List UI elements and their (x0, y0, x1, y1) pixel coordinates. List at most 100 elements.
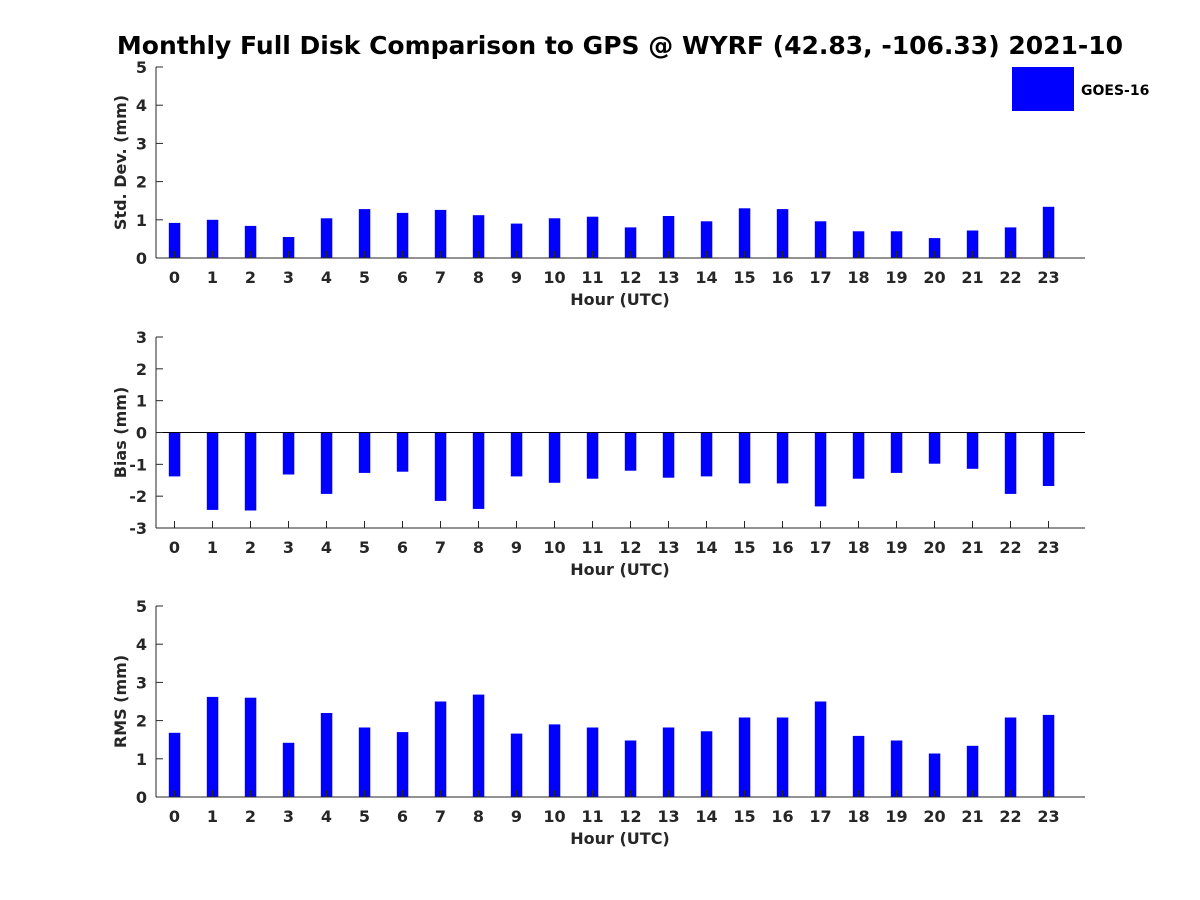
bias-x-tick-label: 19 (885, 538, 907, 557)
bias-x-tick-label: 7 (435, 538, 446, 557)
rms-x-tick-label: 11 (581, 807, 603, 826)
bias-bar-23 (1042, 432, 1055, 486)
std-dev-x-tick-label: 6 (397, 268, 408, 287)
rms-x-tick-label: 21 (961, 807, 983, 826)
std-dev-y-tick-label: 3 (136, 134, 147, 153)
rms-bar-15 (738, 717, 751, 797)
bias-bar-6 (396, 432, 409, 472)
rms-x-tick-label: 16 (771, 807, 793, 826)
std-dev-bar-15 (738, 208, 751, 258)
std-dev-y-tick-label: 2 (136, 173, 147, 192)
std-dev-x-tick-label: 10 (543, 268, 565, 287)
rms-x-tick-label: 22 (999, 807, 1021, 826)
rms-bar-4 (320, 713, 333, 797)
bias-x-tick-label: 2 (245, 538, 256, 557)
rms-bar-3 (282, 742, 295, 797)
rms-y-axis-label: RMS (mm) (111, 655, 130, 748)
rms-bar-0 (168, 732, 181, 797)
bias-y-tick-label: 0 (136, 424, 147, 443)
legend-swatch-goes-16 (1012, 67, 1074, 111)
rms-x-tick-label: 14 (695, 807, 717, 826)
rms-bar-16 (776, 717, 789, 797)
legend: GOES-16 (1012, 67, 1149, 111)
std-dev-x-axis-label: Hour (UTC) (570, 290, 670, 309)
std-dev-bar-19 (890, 231, 903, 258)
rms-y-tick-label: 3 (136, 673, 147, 692)
std-dev-x-tick-label: 23 (1037, 268, 1059, 287)
rms-x-tick-label: 9 (511, 807, 522, 826)
std-dev-x-tick-label: 9 (511, 268, 522, 287)
bias-x-axis-label: Hour (UTC) (570, 560, 670, 579)
bias-x-tick-label: 3 (283, 538, 294, 557)
rms-x-tick-label: 4 (321, 807, 332, 826)
rms-x-tick-label: 15 (733, 807, 755, 826)
std-dev-bar-5 (358, 209, 371, 258)
bias-bar-2 (244, 432, 257, 511)
std-dev-x-tick-label: 2 (245, 268, 256, 287)
rms-bar-14 (700, 731, 713, 797)
std-dev-bar-0 (168, 222, 181, 258)
rms-x-tick-label: 17 (809, 807, 831, 826)
std-dev-y-tick-label: 5 (136, 58, 147, 77)
bias-bar-19 (890, 432, 903, 473)
std-dev-x-tick-label: 18 (847, 268, 869, 287)
bias-x-tick-label: 4 (321, 538, 332, 557)
bias-bar-1 (206, 432, 219, 510)
rms-bar-18 (852, 735, 865, 797)
std-dev-bar-3 (282, 237, 295, 258)
std-dev-bar-23 (1042, 206, 1055, 258)
std-dev-x-tick-label: 4 (321, 268, 332, 287)
bias-x-tick-label: 13 (657, 538, 679, 557)
bias-y-axis-label: Bias (mm) (111, 387, 130, 479)
std-dev-bar-1 (206, 219, 219, 258)
std-dev-y-tick-label: 4 (136, 96, 147, 115)
bias-bar-11 (586, 432, 599, 479)
bias-x-tick-label: 20 (923, 538, 945, 557)
bias-x-tick-label: 15 (733, 538, 755, 557)
bias-x-tick-label: 10 (543, 538, 565, 557)
std-dev-x-tick-label: 20 (923, 268, 945, 287)
rms-x-axis-label: Hour (UTC) (570, 829, 670, 848)
chart-title: Monthly Full Disk Comparison to GPS @ WY… (117, 31, 1123, 60)
rms-bar-6 (396, 732, 409, 797)
std-dev-x-tick-label: 21 (961, 268, 983, 287)
bias-bar-9 (510, 432, 523, 477)
std-dev-y-axis-label: Std. Dev. (mm) (111, 95, 130, 230)
rms-x-tick-label: 6 (397, 807, 408, 826)
bias-x-tick-label: 11 (581, 538, 603, 557)
rms-x-tick-label: 0 (169, 807, 180, 826)
std-dev-x-tick-label: 11 (581, 268, 603, 287)
rms-x-tick-label: 1 (207, 807, 218, 826)
std-dev-x-tick-label: 7 (435, 268, 446, 287)
std-dev-bar-22 (1004, 227, 1017, 258)
bias-x-tick-label: 17 (809, 538, 831, 557)
std-dev-bar-4 (320, 218, 333, 258)
rms-x-tick-label: 20 (923, 807, 945, 826)
rms-bar-17 (814, 701, 827, 797)
rms-y-tick-label: 1 (136, 750, 147, 769)
bias-bar-21 (966, 432, 979, 469)
bias-bar-0 (168, 432, 181, 477)
std-dev-x-tick-label: 1 (207, 268, 218, 287)
std-dev-bar-16 (776, 209, 789, 258)
rms-bar-2 (244, 697, 257, 797)
bias-bar-7 (434, 432, 447, 501)
bias-x-tick-label: 5 (359, 538, 370, 557)
std-dev-bar-6 (396, 212, 409, 258)
rms-x-tick-label: 13 (657, 807, 679, 826)
bias-x-tick-label: 9 (511, 538, 522, 557)
rms-bar-5 (358, 727, 371, 797)
bias-bar-4 (320, 432, 333, 494)
rms-bar-20 (928, 753, 941, 797)
bias-bar-22 (1004, 432, 1017, 494)
bias-bar-15 (738, 432, 751, 484)
std-dev-x-tick-label: 3 (283, 268, 294, 287)
std-dev-x-tick-label: 0 (169, 268, 180, 287)
bias-x-tick-label: 23 (1037, 538, 1059, 557)
bias-bar-20 (928, 432, 941, 464)
std-dev-x-tick-label: 5 (359, 268, 370, 287)
std-dev-x-tick-label: 8 (473, 268, 484, 287)
std-dev-bar-13 (662, 216, 675, 258)
bias-x-tick-label: 6 (397, 538, 408, 557)
